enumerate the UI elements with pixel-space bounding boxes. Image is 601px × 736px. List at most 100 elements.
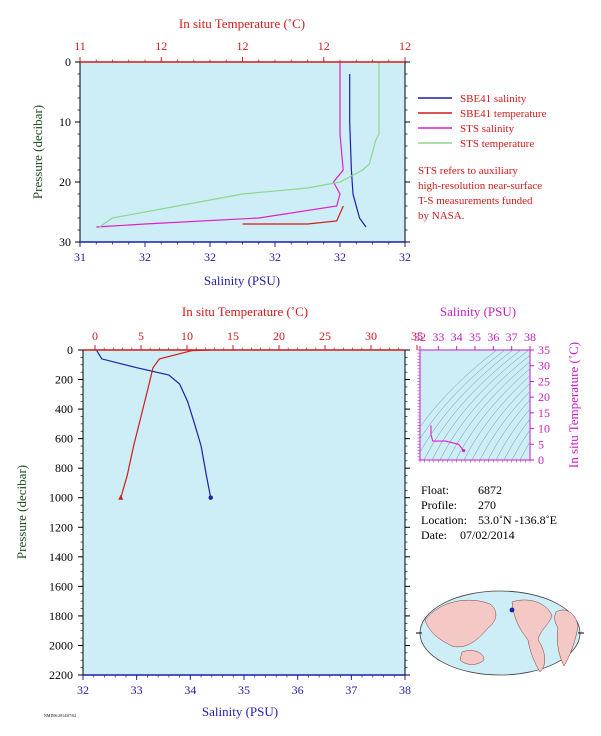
ts-salinity-tick-label: 37	[506, 330, 518, 344]
top-sbe41-temperature-line	[242, 205, 344, 225]
top-salinity-ticks: 31 32 32 32 32 32	[74, 242, 411, 264]
ts-density-contour	[487, 399, 530, 460]
bottom-chart-pressure-axis-title: Pressure (decibar)	[14, 465, 29, 559]
bottom-temp-ticks: 0 5 10 15 20 25 30 35	[92, 329, 423, 350]
top-temp-tick-label: 11	[74, 39, 86, 53]
note-line-3: T-S measurements funded	[418, 195, 533, 207]
legend: SBE41 salinity SBE41 temperature STS salin…	[418, 93, 547, 150]
top-chart-temp-axis-title: In situ Temperature (˚C)	[179, 16, 305, 31]
bottom-pressure-tick-label: 600	[55, 432, 73, 446]
ts-density-contour	[447, 361, 530, 460]
top-pressure-tick-label: 30	[59, 235, 71, 249]
date-label: Date:	[421, 528, 447, 542]
bottom-salinity-tick-label: 36	[292, 683, 304, 697]
ts-density-contour	[471, 383, 530, 460]
bottom-salinity-tick-label: 35	[238, 683, 250, 697]
sts-note: STS refers to auxiliary high-resolution …	[418, 165, 542, 222]
ts-density-contours	[420, 350, 530, 460]
ts-density-contour	[511, 429, 530, 460]
profile-label: Profile:	[421, 498, 457, 512]
float-value: 6872	[478, 483, 502, 497]
bottom-salinity-tick-label: 38	[399, 683, 411, 697]
ts-temp-tick-label: 25	[538, 374, 550, 388]
float-info: Float: 6872 Profile: 270 Location: 53.0˚…	[421, 483, 557, 542]
ts-density-contour	[463, 375, 530, 460]
ts-density-contour	[439, 354, 530, 460]
bottom-pressure-tick-label: 1000	[49, 491, 73, 505]
map-land-americas	[511, 599, 553, 673]
bottom-pressure-tick-label: 1800	[49, 609, 73, 623]
ts-density-contour	[420, 350, 514, 453]
top-salinity-tick-label: 32	[269, 250, 281, 264]
ts-temp-tick-label: 20	[538, 390, 550, 404]
profile-value: 270	[478, 498, 496, 512]
ts-density-contour	[420, 350, 506, 440]
ts-temp-tick-label: 0	[538, 453, 544, 467]
bottom-salinity-ticks: 32 33 34 35 36 37 38	[77, 675, 411, 697]
ts-density-contour	[503, 418, 530, 460]
ts-salinity-tick-label: 35	[469, 330, 481, 344]
note-line-2: high-resolution near-surface	[418, 180, 542, 192]
top-temp-tick-label: 12	[318, 39, 330, 53]
bottom-series	[95, 349, 213, 500]
ts-salinity-tick-label: 32	[414, 330, 426, 344]
bottom-salinity-end-marker	[208, 495, 213, 500]
ts-density-contour	[495, 408, 530, 460]
date-value: 07/02/2014	[460, 528, 515, 542]
top-pressure-tick-label: 20	[59, 175, 71, 189]
world-map	[416, 590, 584, 676]
ts-temp-tick-label: 5	[538, 437, 544, 451]
top-salinity-tick-label: 32	[204, 250, 216, 264]
bottom-chart-temp-axis-title: In situ Temperature (˚C)	[182, 304, 308, 319]
top-sbe41-salinity-line	[349, 74, 367, 228]
ts-density-contour	[423, 350, 522, 460]
ts-salinity-ticks: 32 33 34 35 36 37 38	[414, 330, 536, 463]
bottom-temp-tick-label: 35	[411, 329, 423, 343]
note-line-1: STS refers to auxiliary	[418, 165, 518, 177]
top-pressure-tick-label: 10	[59, 115, 71, 129]
ts-density-contour	[431, 350, 530, 460]
legend-label: STS temperature	[460, 138, 534, 150]
top-chart-salinity-axis-title: Salinity (PSU)	[204, 273, 280, 288]
top-temp-tick-label: 12	[155, 39, 167, 53]
location-label: Location:	[421, 513, 467, 527]
top-temp-tick-label: 12	[237, 39, 249, 53]
bottom-pressure-tick-label: 1600	[49, 579, 73, 593]
top-salinity-tick-label: 32	[399, 250, 411, 264]
ts-temp-tick-label: 35	[538, 343, 550, 357]
float-label: Float:	[421, 483, 449, 497]
ts-density-contour	[455, 368, 530, 460]
ts-salinity-axis-title: Salinity (PSU)	[440, 304, 516, 319]
top-salinity-tick-label: 32	[334, 250, 346, 264]
ts-temp-tick-label: 30	[538, 359, 550, 373]
bottom-salinity-tick-label: 34	[184, 683, 196, 697]
bottom-temp-tick-label: 10	[181, 329, 193, 343]
top-sts-temperature-line	[99, 62, 380, 228]
map-land-australia	[459, 650, 485, 665]
bottom-temp-tick-label: 15	[227, 329, 239, 343]
map-land-europe-africa	[554, 609, 579, 667]
bottom-pressure-tick-label: 200	[55, 373, 73, 387]
bottom-temp-tick-label: 20	[273, 329, 285, 343]
ts-salinity-tick-label: 33	[432, 330, 444, 344]
ts-density-contour	[420, 350, 498, 428]
bottom-pressure-tick-label: 2200	[49, 668, 73, 682]
top-chart-pressure-axis-title: Pressure (decibar)	[30, 105, 45, 199]
bottom-temp-tick-label: 0	[92, 329, 98, 343]
bottom-pressure-tick-label: 400	[55, 402, 73, 416]
top-series	[96, 62, 380, 228]
bottom-pressure-tick-label: 0	[67, 343, 73, 357]
bottom-temp-tick-label: 30	[365, 329, 377, 343]
bottom-temp-tick-label: 5	[138, 329, 144, 343]
ts-density-contour	[519, 441, 530, 460]
ts-temp-axis-title: In situ Temperature (˚C)	[566, 342, 581, 468]
ts-salinity-tick-label: 34	[451, 330, 463, 344]
bottom-temperature-line	[120, 349, 211, 498]
ts-series	[430, 425, 466, 453]
bottom-plot-area	[82, 349, 406, 676]
top-pressure-ticks: 0 10 20 30	[59, 55, 410, 249]
bottom-pressure-tick-label: 1200	[49, 520, 73, 534]
bottom-salinity-tick-label: 32	[77, 683, 89, 697]
